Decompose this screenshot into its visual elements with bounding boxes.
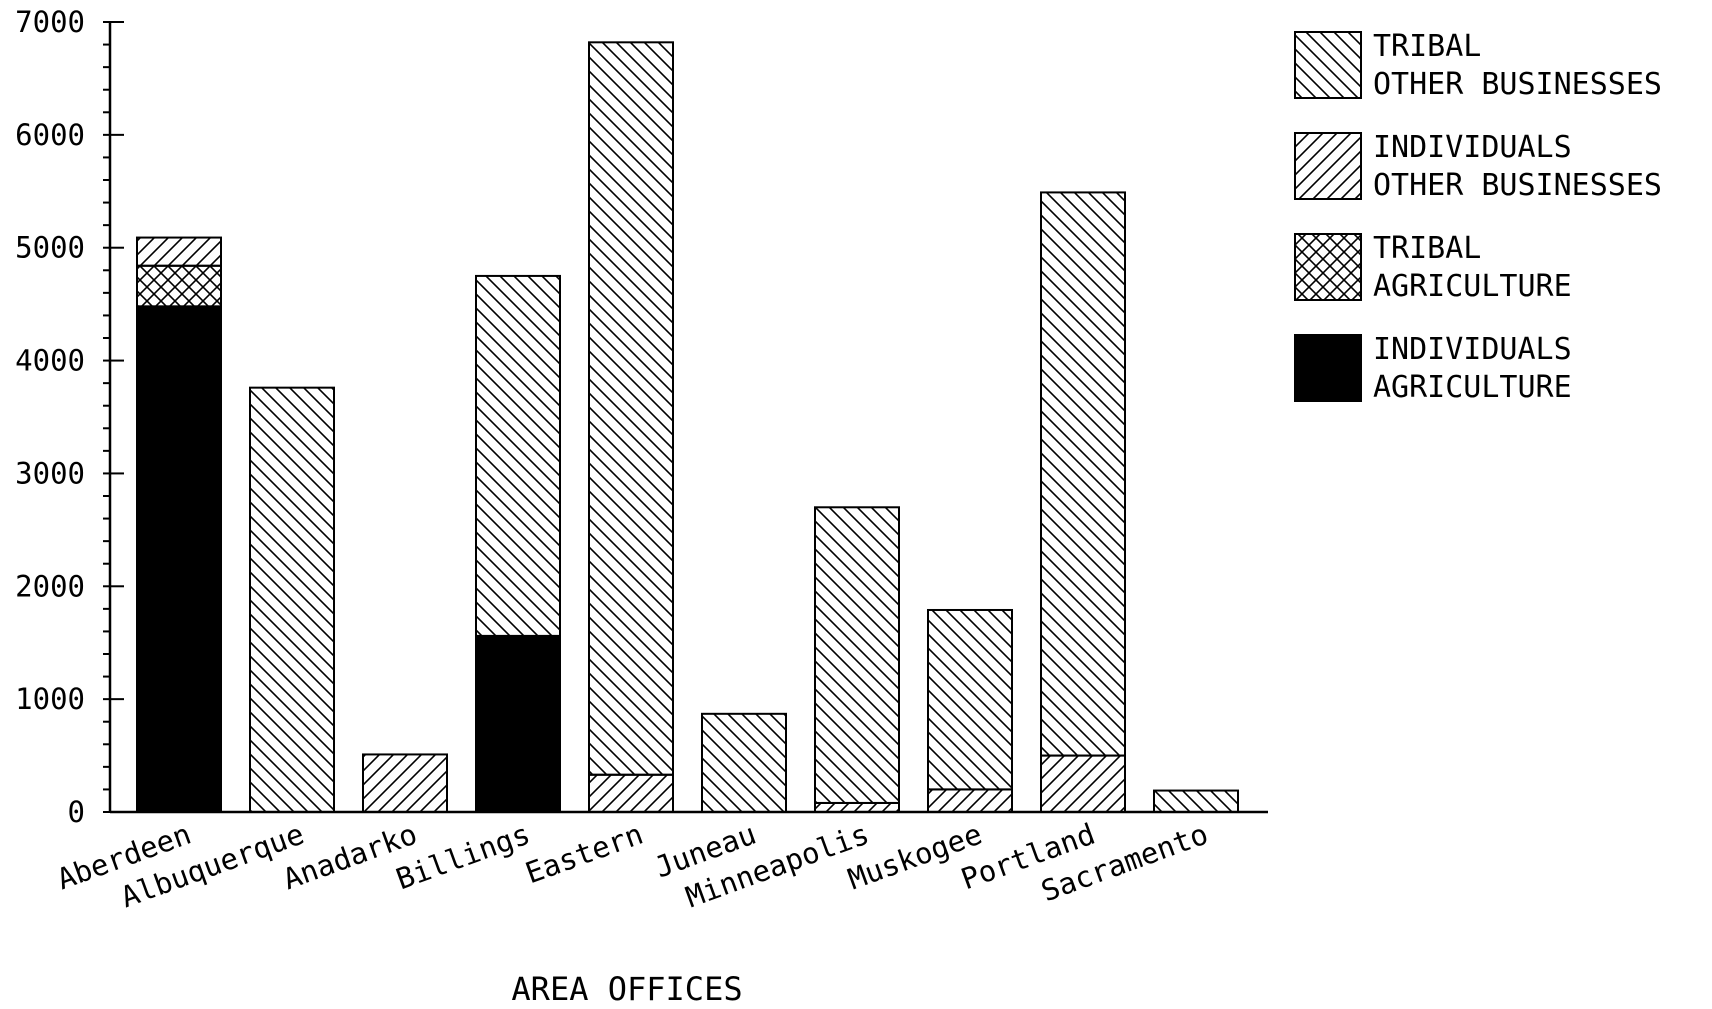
bar-muskogee-individuals-other-businesses xyxy=(927,788,1013,814)
bar-minneapolis-tribal-other-businesses xyxy=(814,506,900,804)
y-tick-label: 0 xyxy=(68,795,85,829)
legend-swatch xyxy=(1294,334,1362,402)
legend-label: TRIBAL xyxy=(1373,231,1481,266)
bar-stack-anadarko xyxy=(362,753,448,814)
bar-eastern-individuals-other-businesses xyxy=(588,773,674,813)
bar-stack-minneapolis xyxy=(814,506,900,814)
legend-swatch xyxy=(1294,31,1362,99)
bar-billings-tribal-other-businesses xyxy=(475,274,561,637)
legend-label: INDIVIDUALS xyxy=(1373,332,1572,367)
y-tick-label: 5000 xyxy=(15,231,85,265)
legend-label: INDIVIDUALS xyxy=(1373,130,1572,165)
bar-stack-muskogee xyxy=(927,608,1013,814)
bar-muskogee-tribal-other-businesses xyxy=(927,608,1013,791)
y-tick-label: 2000 xyxy=(15,569,85,603)
y-tick-label: 6000 xyxy=(15,118,85,152)
x-axis-title: AREA OFFICES xyxy=(511,970,742,1008)
bar-stack-juneau xyxy=(701,712,787,813)
bar-stack-sacramento xyxy=(1153,789,1239,813)
bar-stack-eastern xyxy=(588,41,674,813)
legend-swatch xyxy=(1294,233,1362,301)
legend-swatch xyxy=(1294,132,1362,200)
x-tick-label-eastern: Eastern xyxy=(521,817,647,891)
y-tick-label: 7000 xyxy=(15,5,85,39)
legend-label: AGRICULTURE xyxy=(1373,370,1572,405)
category-labels: AberdeenAlbuquerqueAnadarkoBillingsEaste… xyxy=(53,817,1213,915)
bar-aberdeen-tribal-agriculture xyxy=(136,264,222,308)
bar-portland-tribal-other-businesses xyxy=(1040,191,1126,757)
bar-stack-albuquerque xyxy=(249,386,335,813)
legend-label: OTHER BUSINESSES xyxy=(1373,168,1662,203)
bar-aberdeen-individuals-other-businesses xyxy=(136,236,222,267)
bar-albuquerque-tribal-other-businesses xyxy=(249,386,335,813)
legend-label: TRIBAL xyxy=(1373,29,1481,64)
bar-juneau-tribal-other-businesses xyxy=(701,712,787,813)
y-tick-label: 4000 xyxy=(15,344,85,378)
bar-anadarko-individuals-other-businesses xyxy=(362,753,448,814)
bar-minneapolis-individuals-other-businesses xyxy=(814,801,900,814)
bar-stack-aberdeen xyxy=(136,236,222,813)
y-axis: 0 1000 2000 3000 4000 5000 6000 7000 xyxy=(15,5,124,829)
plot-bars xyxy=(136,41,1239,814)
legend-label: OTHER BUSINESSES xyxy=(1373,67,1662,102)
y-tick-label: 1000 xyxy=(15,682,85,716)
bar-stack-portland xyxy=(1040,191,1126,813)
legend-label: AGRICULTURE xyxy=(1373,269,1572,304)
bar-stack-billings xyxy=(475,274,561,814)
bar-aberdeen-individuals-agriculture xyxy=(136,305,222,813)
bar-sacramento-tribal-other-businesses xyxy=(1153,789,1239,813)
bar-eastern-tribal-other-businesses xyxy=(588,41,674,776)
bar-billings-individuals-agriculture xyxy=(475,634,561,814)
bar-portland-individuals-other-businesses xyxy=(1040,754,1126,813)
y-tick-label: 3000 xyxy=(15,456,85,490)
